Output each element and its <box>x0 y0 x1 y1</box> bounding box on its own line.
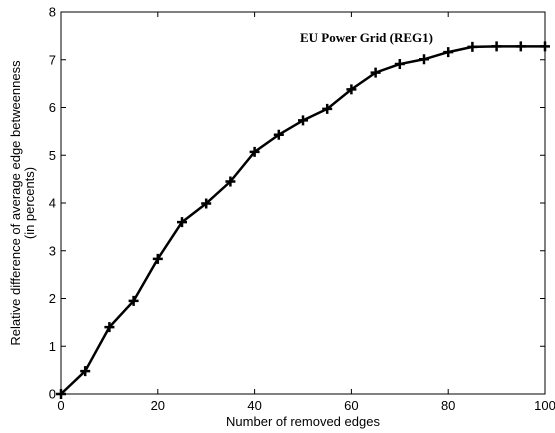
data-point-marker <box>346 84 357 95</box>
y-tick-label: 2 <box>49 291 56 306</box>
data-point-marker <box>152 253 163 264</box>
chart-annotation: EU Power Grid (REG1) <box>300 30 433 45</box>
data-point-marker <box>128 295 139 306</box>
y-tick-label: 7 <box>49 52 56 67</box>
x-tick-label: 40 <box>247 398 261 413</box>
data-point-marker <box>177 217 187 228</box>
series-line <box>60 45 545 395</box>
data-point-marker <box>298 115 308 126</box>
tick-labels: 0 20 40 60 80 100 0 1 2 3 4 5 6 7 8 <box>49 5 555 414</box>
y-axis-title-line-1: Relative difference of average edge betw… <box>8 60 23 346</box>
x-tick-label: 60 <box>344 398 358 413</box>
data-point-marker <box>201 198 212 209</box>
data-point-marker <box>370 67 381 78</box>
data-point-marker <box>225 176 236 187</box>
data-point-marker <box>56 389 66 399</box>
data-point-marker <box>443 47 454 58</box>
x-tick-label: 80 <box>441 398 455 413</box>
series-layer <box>56 41 550 399</box>
data-point-marker <box>80 366 91 377</box>
x-tick-label: 0 <box>57 398 64 413</box>
data-point-marker <box>467 41 478 52</box>
data-point-marker <box>322 103 333 114</box>
data-point-marker <box>419 54 429 65</box>
y-tick-label: 3 <box>49 243 56 258</box>
y-tick-label: 4 <box>49 196 56 211</box>
data-point-marker <box>104 322 115 333</box>
data-point-marker <box>540 41 550 52</box>
data-point-marker <box>515 41 526 52</box>
x-tick-label: 20 <box>151 398 165 413</box>
data-point-marker <box>273 129 284 140</box>
x-tick-label: 100 <box>534 398 555 413</box>
y-axis-title-line-2: (in percents) <box>22 167 37 239</box>
data-point-marker <box>249 146 260 157</box>
plot-frame <box>60 11 546 395</box>
x-axis-title: Number of removed edges <box>226 414 380 429</box>
axis-ticks <box>60 11 546 395</box>
y-tick-label: 0 <box>49 387 56 402</box>
y-tick-label: 1 <box>49 339 56 354</box>
y-tick-label: 5 <box>49 148 56 163</box>
data-point-marker <box>491 41 502 52</box>
data-point-marker <box>394 59 405 70</box>
y-tick-label: 6 <box>49 100 56 115</box>
y-tick-label: 8 <box>49 5 56 20</box>
